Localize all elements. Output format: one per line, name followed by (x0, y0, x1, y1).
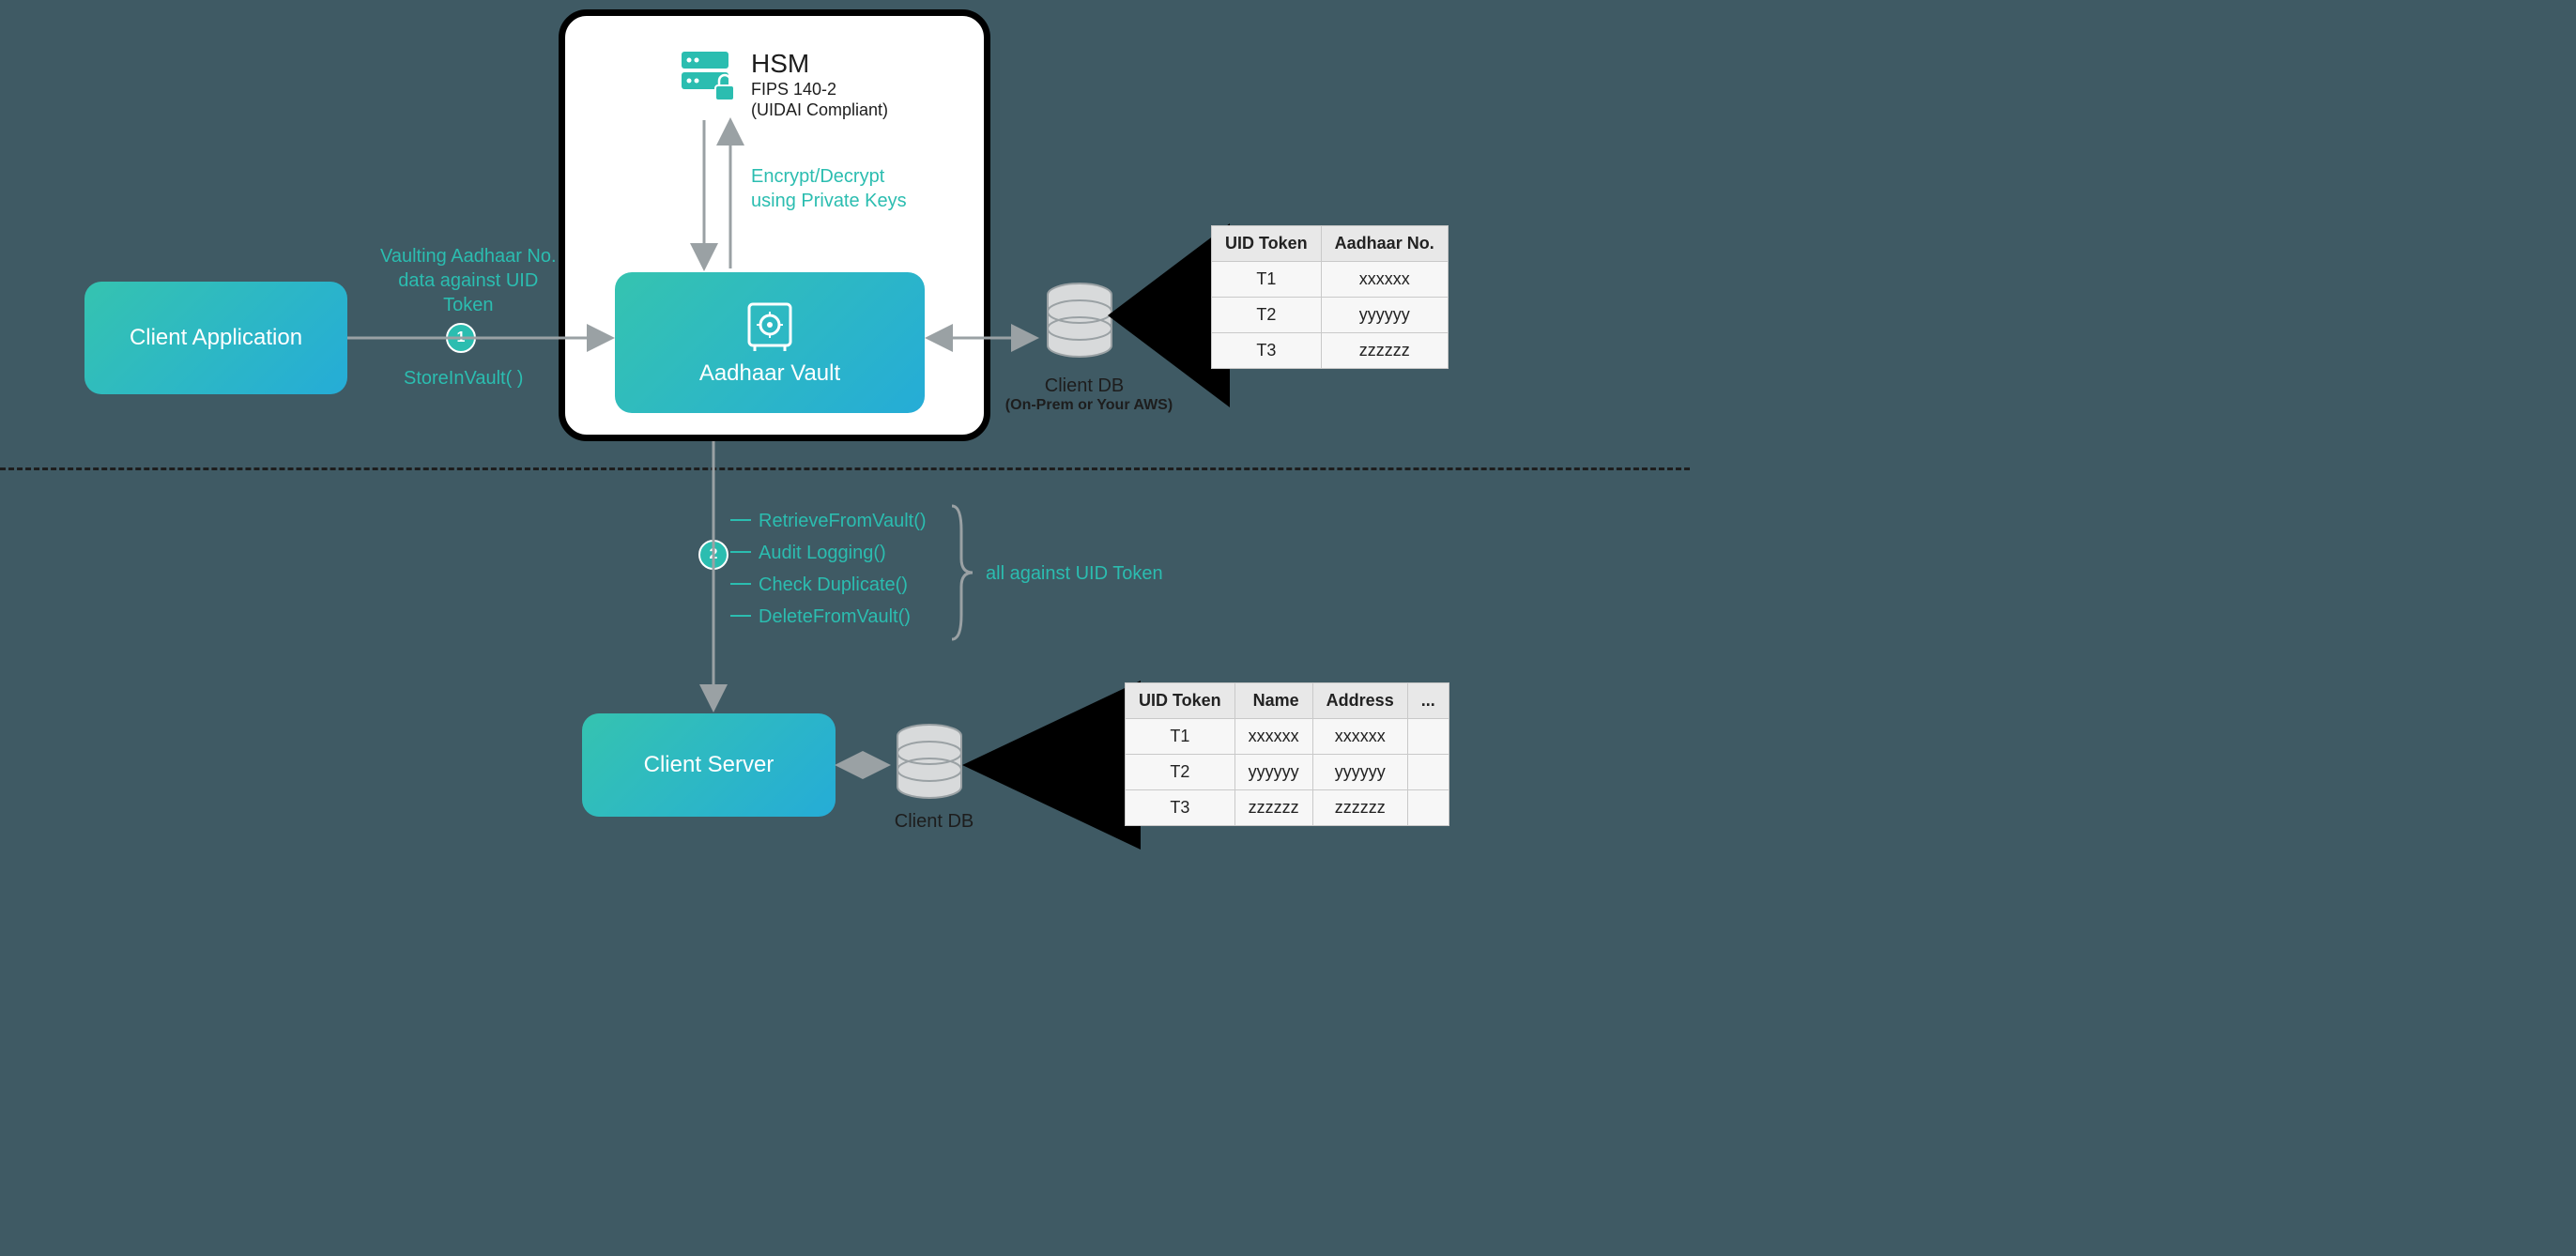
client-server-node: Client Server (582, 713, 836, 817)
triangle-connector-2 (962, 681, 1141, 850)
brace-icon (948, 502, 976, 643)
t1-col1: Aadhaar No. (1321, 226, 1448, 262)
hsm-title: HSM (751, 47, 809, 81)
step-badge-2: 2 (698, 540, 728, 570)
uid-aadhaar-table: UID Token Aadhaar No. T1xxxxxx T2yyyyyy … (1211, 225, 1449, 369)
op-delete: DeleteFromVault() (759, 605, 911, 629)
client-server-label: Client Server (644, 752, 774, 778)
ops-note: all against UID Token (986, 561, 1163, 586)
op-retrieve: RetrieveFromVault() (759, 509, 927, 533)
hsm-icon (676, 42, 742, 108)
vaulting-label: Vaulting Aadhaar No. data against UID To… (380, 244, 557, 317)
client-application-node: Client Application (84, 282, 347, 394)
table-row: T2yyyyyyyyyyyy (1126, 755, 1449, 790)
hsm-sub2: (UIDAI Compliant) (751, 100, 888, 121)
t2-col1: Name (1234, 683, 1312, 719)
ops-branch-lines (730, 509, 759, 636)
client-application-label: Client Application (130, 325, 302, 351)
table-row: T2yyyyyy (1212, 298, 1449, 333)
encrypt-label: Encrypt/Decrypt using Private Keys (751, 164, 907, 213)
store-label: StoreInVault( ) (404, 366, 523, 391)
table-row: T3zzzzzzzzzzzz (1126, 790, 1449, 826)
safe-icon (742, 299, 798, 355)
hsm-sub1: FIPS 140-2 (751, 79, 836, 100)
aadhaar-vault-node: Aadhaar Vault (615, 272, 925, 413)
t1-col0: UID Token (1212, 226, 1322, 262)
table-row: T1xxxxxxxxxxxx (1126, 719, 1449, 755)
database-icon-1 (1042, 282, 1117, 371)
database-icon-2 (892, 723, 967, 812)
table-row: T3zzzzzz (1212, 333, 1449, 369)
aadhaar-vault-label: Aadhaar Vault (699, 360, 840, 387)
op-check: Check Duplicate() (759, 573, 908, 597)
section-divider (0, 467, 1690, 470)
t2-col3: ... (1407, 683, 1449, 719)
t2-col0: UID Token (1126, 683, 1235, 719)
uid-details-table: UID Token Name Address ... T1xxxxxxxxxxx… (1125, 682, 1449, 826)
t2-col2: Address (1312, 683, 1407, 719)
table-row: T1xxxxxx (1212, 262, 1449, 298)
op-audit: Audit Logging() (759, 541, 886, 565)
step-badge-1: 1 (446, 323, 476, 353)
